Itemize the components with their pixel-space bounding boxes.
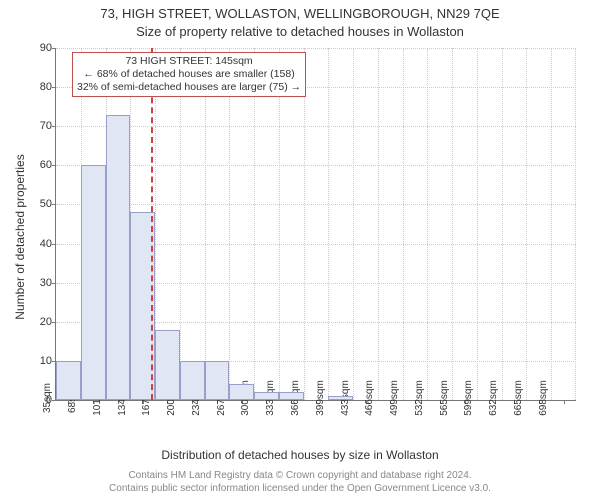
gridline-v <box>526 48 527 400</box>
gridline-v <box>551 48 552 400</box>
x-axis-label: Distribution of detached houses by size … <box>0 448 600 462</box>
callout-line: ← 68% of detached houses are smaller (15… <box>77 68 301 81</box>
gridline-h <box>56 126 576 127</box>
gridline-v <box>254 48 255 400</box>
footer-line-2: Contains public sector information licen… <box>0 483 600 494</box>
gridline-v <box>575 48 576 400</box>
x-tick-label: 665sqm <box>513 368 524 428</box>
y-tick-label: 20 <box>26 316 52 328</box>
marker-line <box>151 48 153 400</box>
histogram-bar <box>254 392 279 400</box>
histogram-bar <box>81 165 106 400</box>
y-tick-label: 50 <box>26 198 52 210</box>
page-title: 73, HIGH STREET, WOLLASTON, WELLINGBOROU… <box>0 6 600 21</box>
gridline-v <box>477 48 478 400</box>
histogram-bar <box>56 361 81 400</box>
y-tick-mark <box>52 244 56 245</box>
histogram-bar <box>180 361 205 400</box>
page-subtitle: Size of property relative to detached ho… <box>0 24 600 39</box>
footer-line-1: Contains HM Land Registry data © Crown c… <box>0 470 600 481</box>
chart-container: 73, HIGH STREET, WOLLASTON, WELLINGBOROU… <box>0 0 600 500</box>
gridline-h <box>56 165 576 166</box>
histogram-bar <box>205 361 230 400</box>
y-tick-mark <box>52 126 56 127</box>
gridline-v <box>229 48 230 400</box>
y-tick-label: 90 <box>26 42 52 54</box>
x-tick-label: 35sqm <box>42 368 53 428</box>
histogram-bar <box>229 384 254 400</box>
gridline-h <box>56 204 576 205</box>
y-tick-mark <box>52 322 56 323</box>
y-tick-label: 80 <box>26 81 52 93</box>
chart-plot-area: 010203040506070809035sqm68sqm101sqm134sq… <box>55 48 576 401</box>
y-tick-label: 40 <box>26 238 52 250</box>
y-tick-mark <box>52 87 56 88</box>
gridline-v <box>403 48 404 400</box>
y-tick-label: 30 <box>26 277 52 289</box>
gridline-v <box>180 48 181 400</box>
gridline-v <box>378 48 379 400</box>
gridline-v <box>502 48 503 400</box>
gridline-v <box>205 48 206 400</box>
x-tick-mark <box>564 400 565 404</box>
y-tick-mark <box>52 165 56 166</box>
gridline-v <box>304 48 305 400</box>
x-tick-label: 466sqm <box>364 368 375 428</box>
y-tick-mark <box>52 204 56 205</box>
gridline-v <box>452 48 453 400</box>
x-tick-label: 565sqm <box>439 368 450 428</box>
histogram-bar <box>328 396 353 400</box>
x-tick-label: 532sqm <box>414 368 425 428</box>
histogram-bar <box>155 330 180 400</box>
y-tick-mark <box>52 283 56 284</box>
x-tick-label: 399sqm <box>315 368 326 428</box>
gridline-v <box>353 48 354 400</box>
y-tick-label: 70 <box>26 120 52 132</box>
callout-line: 73 HIGH STREET: 145sqm <box>77 55 301 68</box>
callout-box: 73 HIGH STREET: 145sqm← 68% of detached … <box>72 52 306 97</box>
gridline-v <box>427 48 428 400</box>
y-tick-mark <box>52 48 56 49</box>
x-tick-label: 698sqm <box>538 368 549 428</box>
y-axis-label: Number of detached properties <box>13 37 27 437</box>
x-tick-label: 632sqm <box>488 368 499 428</box>
gridline-v <box>279 48 280 400</box>
y-tick-label: 60 <box>26 159 52 171</box>
callout-line: 32% of semi-detached houses are larger (… <box>77 81 301 94</box>
histogram-bar <box>106 115 131 401</box>
x-tick-label: 599sqm <box>463 368 474 428</box>
gridline-v <box>328 48 329 400</box>
histogram-bar <box>279 392 304 400</box>
x-tick-label: 499sqm <box>389 368 400 428</box>
y-tick-label: 10 <box>26 355 52 367</box>
gridline-h <box>56 48 576 49</box>
